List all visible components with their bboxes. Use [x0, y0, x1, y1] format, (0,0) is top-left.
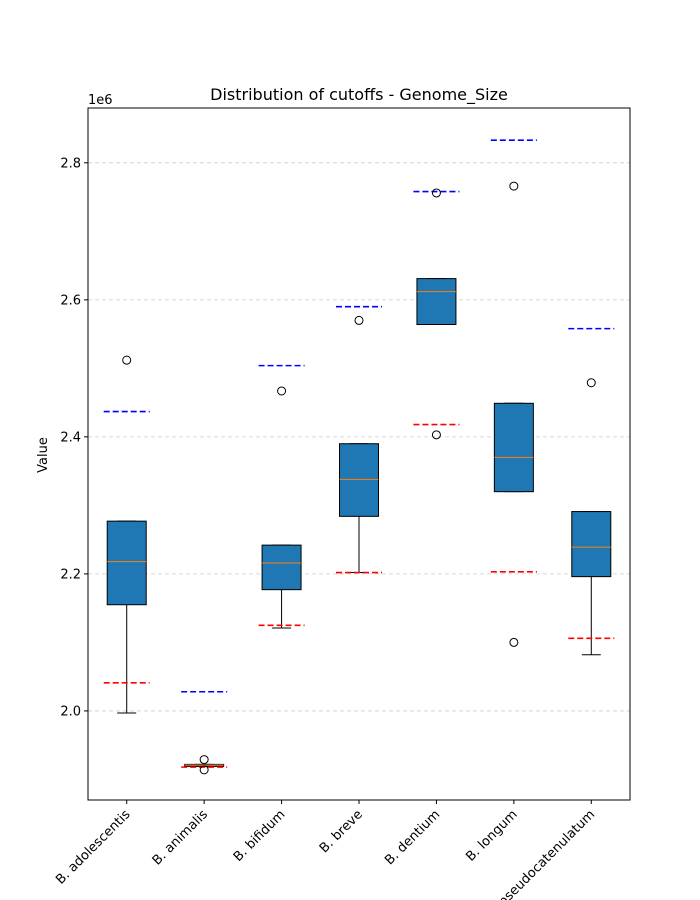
- y-tick-label: 2.6: [60, 293, 81, 308]
- y-axis-offset-label: 1e6: [88, 93, 113, 108]
- box: [571, 511, 612, 578]
- outliers: [122, 181, 596, 775]
- outlier-point: [509, 637, 519, 647]
- y-axis-label: Value: [36, 437, 51, 473]
- box: [261, 544, 302, 591]
- x-tick-label: B. bifidum: [231, 807, 289, 865]
- x-tick-label: B. animalis: [150, 807, 211, 868]
- outlier-point: [586, 378, 596, 388]
- x-tick-label: B. longum: [463, 807, 520, 864]
- y-tick-label: 2.0: [60, 704, 81, 719]
- outlier-point: [354, 315, 364, 325]
- outlier-point: [431, 430, 441, 440]
- y-tick-label: 2.2: [60, 567, 81, 582]
- y-tick-label: 2.8: [60, 156, 81, 171]
- x-tick-label: B. breve: [317, 807, 366, 856]
- outlier-point: [509, 181, 519, 191]
- outlier-point: [199, 765, 209, 775]
- cutoff-lines: [103, 139, 615, 768]
- outlier-point: [199, 755, 209, 765]
- outlier-point: [277, 386, 287, 396]
- x-tick-label: B. dentium: [382, 807, 443, 868]
- y-tick-label: 2.4: [60, 430, 81, 445]
- outlier-point: [122, 355, 132, 365]
- chart-title: Distribution of cutoffs - Genome_Size: [210, 85, 508, 105]
- box: [416, 278, 457, 326]
- x-tick-label: B. adolescentis: [53, 807, 133, 887]
- outlier-point: [431, 188, 441, 198]
- y-axis-ticks: 2.0 2.2 2.4 2.6 2.8: [60, 156, 88, 719]
- x-axis-ticks: B. adolescentis B. animalis B. bifidum B. b…: [53, 800, 598, 900]
- box: [493, 402, 534, 493]
- boxes: [106, 278, 612, 767]
- grid-lines: [88, 162, 630, 712]
- box: [339, 443, 379, 517]
- box: [106, 520, 147, 606]
